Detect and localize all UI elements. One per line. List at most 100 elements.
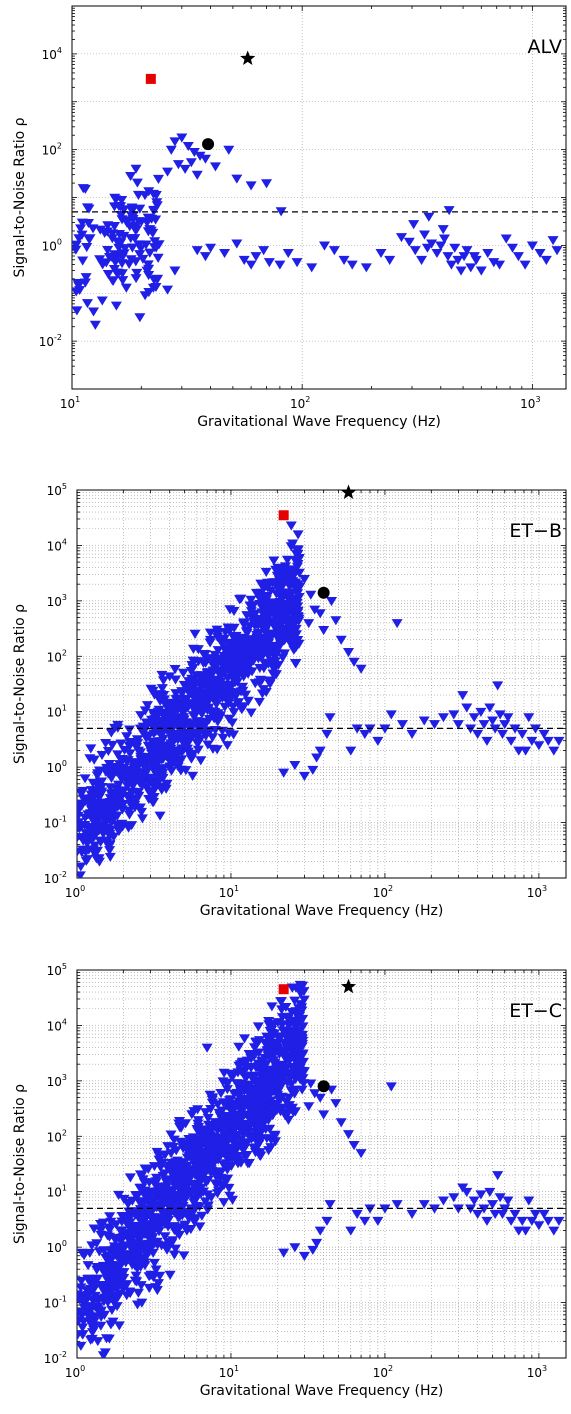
triangle-point xyxy=(91,1239,103,1249)
triangle-point xyxy=(75,224,87,234)
triangle-point xyxy=(170,695,182,705)
triangle-point xyxy=(176,133,188,143)
triangle-point xyxy=(245,260,257,270)
triangle-point xyxy=(81,299,93,309)
triangle-point xyxy=(121,732,133,742)
triangle-point xyxy=(224,1122,236,1132)
triangle-point xyxy=(79,774,91,784)
panel-et-b: 100 101 102 103 10-2 10-1 100 101 102 103 104 105 Gr… xyxy=(12,482,567,919)
triangle-point xyxy=(303,1102,315,1112)
triangle-point xyxy=(243,1050,255,1060)
triangle-point xyxy=(131,743,143,753)
triangle-point xyxy=(505,1216,517,1226)
triangle-point xyxy=(538,1209,550,1219)
triangle-point xyxy=(77,1290,83,1300)
triangle-point xyxy=(144,1209,156,1219)
triangle-point xyxy=(274,260,286,270)
triangle-point xyxy=(217,1114,229,1124)
triangle-point xyxy=(261,1134,273,1144)
triangle-point xyxy=(198,1187,210,1197)
triangle-point xyxy=(209,162,221,172)
triangle-point xyxy=(203,1154,215,1164)
triangle-point xyxy=(77,256,89,266)
triangle-point xyxy=(176,689,188,699)
triangle-point xyxy=(298,995,310,1005)
triangle-point xyxy=(106,799,118,809)
triangle-point xyxy=(197,658,209,668)
triangle-point xyxy=(249,679,261,689)
y-tick-label: 100 xyxy=(47,1239,67,1255)
triangle-point xyxy=(164,1161,176,1171)
triangle-point xyxy=(359,1216,371,1226)
triangle-point xyxy=(117,772,129,783)
triangle-point xyxy=(195,671,207,681)
triangle-point xyxy=(252,1131,264,1141)
triangle-point xyxy=(212,646,224,656)
y-tick-label: 103 xyxy=(47,1073,67,1089)
triangle-point xyxy=(475,707,487,717)
triangle-point xyxy=(238,1034,250,1044)
triangle-point xyxy=(116,269,128,279)
triangle-point xyxy=(235,1158,247,1168)
triangle-point xyxy=(287,577,299,587)
triangle-point xyxy=(248,617,260,628)
triangle-point xyxy=(492,681,504,691)
triangle-point xyxy=(461,1187,473,1197)
triangle-point xyxy=(457,691,469,701)
triangle-point xyxy=(216,688,228,698)
triangle-point xyxy=(268,1020,280,1030)
triangle-point xyxy=(162,167,174,177)
triangle-point xyxy=(125,787,137,798)
axes-frame xyxy=(76,489,567,879)
triangle-point xyxy=(188,719,200,729)
triangle-point xyxy=(309,605,321,615)
triangle-point xyxy=(178,739,190,749)
triangle-point xyxy=(232,671,244,681)
triangle-point xyxy=(149,1189,161,1199)
triangle-point xyxy=(168,1250,180,1260)
triangle-point xyxy=(89,799,101,809)
triangle-point xyxy=(202,740,214,750)
triangle-point xyxy=(273,1081,285,1091)
triangle-point xyxy=(196,1211,208,1221)
triangle-point xyxy=(280,1002,292,1013)
triangle-point xyxy=(296,1003,308,1013)
triangle-point xyxy=(104,852,116,862)
triangle-point xyxy=(282,1014,294,1024)
triangle-point xyxy=(516,729,528,739)
triangle-point xyxy=(85,1335,97,1345)
triangle-point xyxy=(192,1116,204,1126)
triangle-point xyxy=(188,711,200,721)
triangle-point xyxy=(233,1120,245,1130)
triangle-point xyxy=(102,269,114,280)
triangle-point xyxy=(288,1040,300,1050)
triangle-point xyxy=(144,225,156,235)
triangle-point xyxy=(115,202,127,212)
triangle-point xyxy=(193,735,205,746)
y-tick-label: 104 xyxy=(47,537,67,553)
triangle-point xyxy=(77,871,86,878)
triangle-point xyxy=(222,639,234,649)
triangle-point xyxy=(115,1226,127,1236)
triangle-point xyxy=(172,705,184,715)
triangle-point xyxy=(72,245,82,255)
y-axis-label: Signal-to-Noise Ratio ρ xyxy=(12,604,28,764)
triangle-point xyxy=(147,1271,159,1281)
triangle-point xyxy=(293,1047,305,1057)
triangle-point xyxy=(282,248,294,259)
triangle-point xyxy=(254,640,266,650)
triangle-point xyxy=(211,1142,223,1152)
triangle-point xyxy=(129,1210,141,1220)
triangle-point xyxy=(429,720,441,730)
y-tick-label: 101 xyxy=(47,1184,67,1200)
triangle-point xyxy=(298,1251,310,1261)
triangle-point xyxy=(255,1072,267,1082)
triangle-point xyxy=(92,1337,104,1347)
triangle-point xyxy=(166,1238,178,1248)
triangle-point xyxy=(455,266,467,276)
triangle-point xyxy=(112,1281,124,1291)
triangle-point xyxy=(188,1167,200,1177)
triangle-point xyxy=(116,1211,128,1222)
triangle-point xyxy=(241,611,253,621)
triangle-point xyxy=(442,252,454,262)
